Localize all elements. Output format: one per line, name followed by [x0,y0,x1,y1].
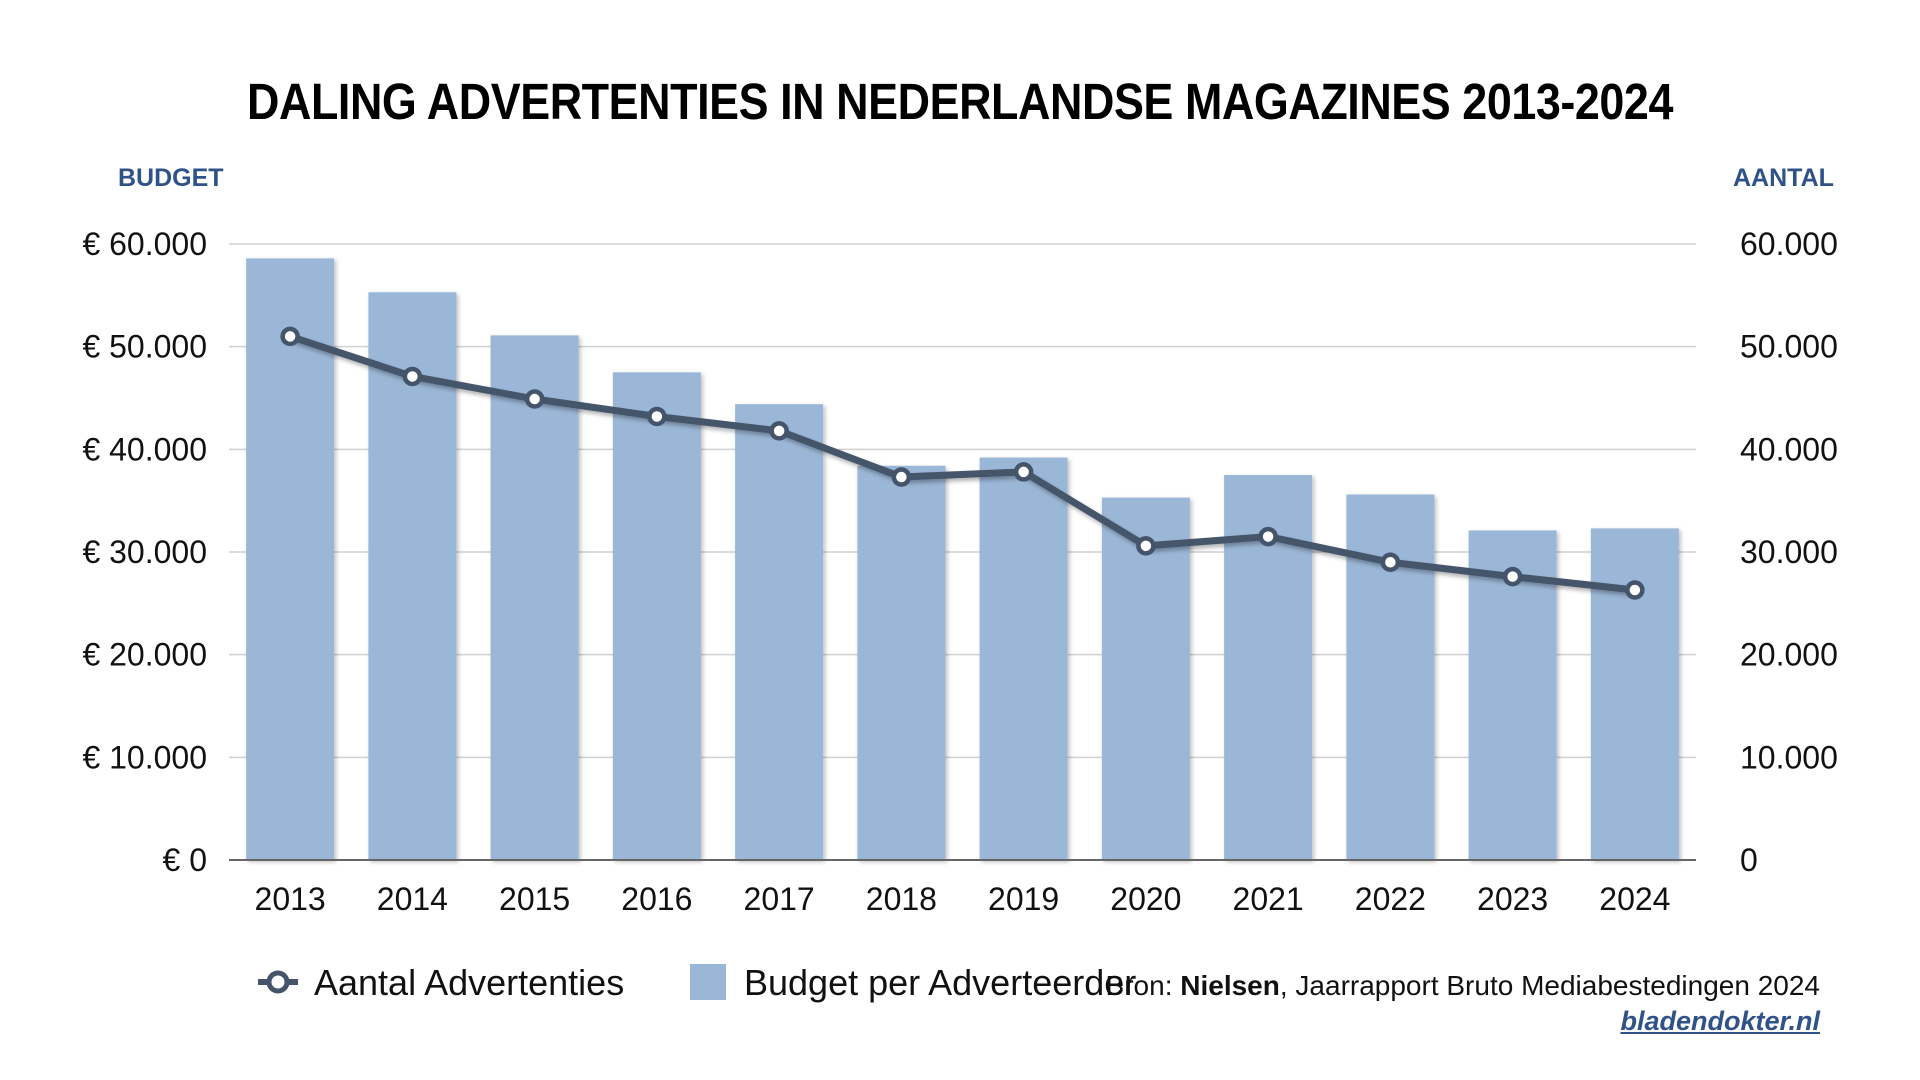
x-tick-label: 2022 [1355,881,1426,917]
left-axis-title: BUDGET [118,164,224,192]
y-tick-label: € 20.000 [82,637,207,673]
y-tick-label: € 30.000 [82,534,207,570]
y2-tick-label: 10.000 [1740,739,1838,775]
line-point [1625,580,1645,600]
x-tick-label: 2014 [377,881,448,917]
y2-tick-label: 30.000 [1740,534,1838,570]
source-prefix: Bron: [1105,970,1181,1001]
gridlines [229,243,1696,759]
x-tick-label: 2019 [988,881,1059,917]
y-tick-label: € 60.000 [82,226,207,262]
bar [368,292,457,861]
line-point [280,326,300,347]
credit-link[interactable]: bladendokter.nl [1620,1006,1820,1036]
source-note: Bron: Nielsen, Jaarrapport Bruto Mediabe… [1106,970,1820,1002]
bar-series [246,258,1679,861]
x-tick-label: 2015 [499,881,570,917]
source-org: Nielsen [1180,970,1280,1001]
legend-line-label: Aantal Advertenties [314,962,625,1003]
x-tick-label: 2017 [744,881,815,917]
y2-tick-label: 50.000 [1740,329,1838,365]
y2-tick-label: 20.000 [1740,637,1838,673]
bar [490,335,579,861]
y2-tick-label: 60.000 [1740,226,1838,262]
line-point [1380,552,1401,573]
bar [1346,494,1435,860]
y-tick-label: € 40.000 [82,431,207,467]
source-rest: , Jaarrapport Bruto Mediabestedingen 202… [1279,970,1820,1001]
y2-tick-label: 0 [1740,842,1758,878]
x-tick-label: 2020 [1110,881,1181,917]
x-tick-label: 2024 [1599,881,1670,917]
line-point [1136,536,1156,556]
line-point [524,389,545,409]
bar [246,258,335,861]
line-point [1013,462,1034,482]
legend-bar-label: Budget per Adverteerder [744,962,1137,1003]
right-axis-title: AANTAL [1733,164,1834,192]
x-tick-label: 2016 [621,881,692,917]
line-point [647,406,667,427]
line-marker-icon [258,970,298,994]
tick-labels: € 0 € 10.000 € 20.000 € 30.000 € 40.000 € 50.… [82,226,1837,917]
line-point [1258,526,1278,547]
x-tick-label: 2023 [1477,881,1548,917]
bar [979,457,1068,860]
bar-swatch-icon [690,964,726,1000]
y-tick-label: € 50.000 [82,329,207,365]
bar [857,465,946,860]
y-tick-label: € 0 [163,842,207,878]
line-point [769,421,789,441]
x-tick-label: 2021 [1233,881,1304,917]
bar [735,404,824,860]
x-tick-label: 2013 [255,881,326,917]
y-tick-label: € 10.000 [82,739,207,775]
line-point [1502,566,1523,587]
x-tick-label: 2018 [866,881,937,917]
bar [612,372,701,860]
series-line [289,333,1636,594]
bar [1590,528,1679,860]
line-point [402,366,423,387]
chart-title: DALING ADVERTENTIES IN NEDERLANDSE MAGAZ… [247,73,1673,130]
line-point [891,467,912,487]
line-series [280,326,1645,600]
y2-tick-label: 40.000 [1740,431,1838,467]
bar [1101,497,1190,860]
